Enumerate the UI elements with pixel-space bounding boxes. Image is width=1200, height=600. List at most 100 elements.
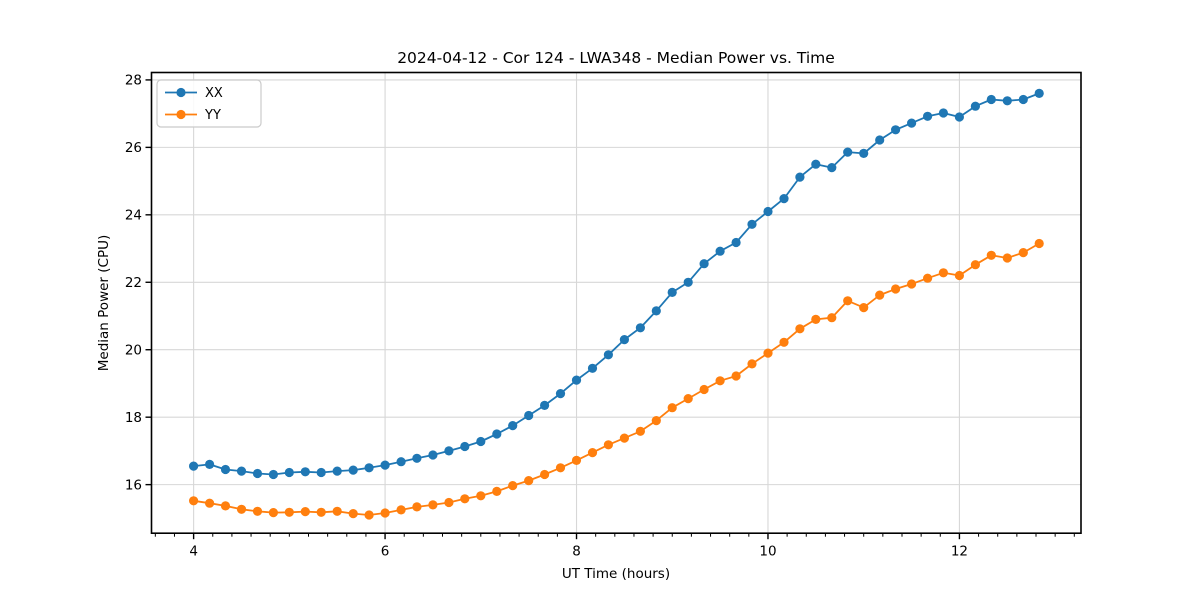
data-point-YY (667, 403, 677, 413)
data-point-YY (508, 481, 518, 491)
data-point-XX (859, 148, 869, 158)
data-point-YY (332, 506, 342, 516)
data-point-YY (651, 416, 661, 426)
data-point-XX (891, 125, 901, 135)
data-point-XX (779, 194, 789, 204)
data-point-XX (364, 463, 374, 473)
data-point-XX (986, 94, 996, 105)
data-point-YY (316, 507, 326, 517)
data-point-XX (524, 410, 534, 421)
data-point-YY (460, 494, 470, 504)
data-point-YY (747, 359, 757, 369)
data-point-XX (587, 363, 598, 373)
data-point-YY (715, 376, 725, 386)
data-point-YY (300, 507, 310, 517)
data-point-YY (763, 348, 773, 358)
data-point-YY (1002, 253, 1012, 263)
data-point-YY (587, 448, 598, 458)
data-point-XX (603, 350, 614, 360)
data-point-YY (875, 290, 885, 300)
data-point-XX (907, 118, 917, 128)
data-point-XX (300, 467, 310, 477)
x-tick-label: 10 (759, 544, 776, 560)
data-point-XX (715, 246, 725, 256)
y-tick-label: 18 (125, 410, 142, 426)
data-point-YY (891, 284, 901, 294)
data-point-XX (412, 453, 422, 463)
data-point-YY (189, 496, 199, 506)
data-point-XX (1002, 96, 1012, 106)
data-point-YY (970, 260, 981, 270)
y-tick-label: 20 (125, 342, 142, 358)
data-point-YY (396, 505, 406, 515)
data-point-YY (444, 497, 454, 508)
data-point-XX (348, 465, 358, 475)
data-point-XX (571, 375, 582, 385)
series-XX (189, 88, 1044, 480)
data-point-YY (428, 500, 438, 510)
data-point-YY (555, 463, 566, 473)
data-point-XX (970, 101, 981, 111)
legend-label-yy: YY (204, 108, 221, 123)
y-tick-label: 28 (125, 73, 142, 89)
data-point-XX (827, 163, 837, 173)
x-tick-label: 6 (381, 544, 390, 560)
data-point-XX (763, 206, 773, 217)
data-point-XX (380, 460, 390, 470)
plot-area: 4 6 8 10 12 16 18 20 22 24 26 28 (125, 71, 1082, 560)
x-axis-label: UT Time (hours) (562, 566, 670, 582)
y-tick-label: 22 (125, 275, 142, 291)
data-point-YY (540, 469, 550, 480)
data-point-YY (220, 501, 231, 511)
y-tick-label: 24 (125, 208, 142, 224)
data-point-XX (540, 400, 550, 410)
data-point-XX (189, 461, 199, 471)
axes-frame (150, 71, 1082, 535)
data-point-YY (986, 250, 996, 260)
data-point-XX (667, 287, 677, 297)
data-point-YY (827, 313, 837, 323)
data-point-XX (699, 259, 709, 269)
data-point-YY (524, 476, 534, 486)
data-point-XX (236, 466, 247, 476)
chart-title: 2024-04-12 - Cor 124 - LWA348 - Median P… (397, 49, 835, 67)
data-point-YY (731, 371, 741, 381)
data-point-XX (683, 277, 693, 287)
data-point-YY (348, 508, 358, 519)
y-axis-label: Median Power (CPU) (96, 235, 112, 371)
y-tick-label: 16 (125, 477, 142, 493)
data-point-XX (731, 237, 741, 248)
data-point-YY (571, 455, 582, 465)
data-point-XX (284, 467, 294, 478)
data-point-XX (619, 335, 630, 345)
data-point-XX (428, 450, 438, 460)
data-point-XX (811, 159, 821, 169)
data-point-XX (1018, 94, 1028, 105)
data-point-XX (747, 219, 757, 229)
x-tick-label: 8 (572, 544, 581, 560)
data-point-XX (396, 457, 406, 467)
data-point-YY (907, 279, 917, 289)
data-point-XX (460, 441, 470, 452)
data-point-XX (795, 172, 805, 182)
data-point-YY (284, 507, 294, 517)
data-point-YY (938, 268, 949, 278)
data-point-YY (492, 486, 502, 496)
data-point-YY (779, 337, 789, 347)
data-point-XX (332, 466, 342, 476)
data-point-XX (252, 468, 263, 479)
data-point-XX (220, 464, 231, 475)
tick-label-layer: 4 6 8 10 12 16 18 20 22 24 26 28 (125, 73, 968, 560)
data-point-YY (1034, 238, 1044, 249)
data-point-YY (635, 426, 646, 436)
legend-label-xx: XX (205, 86, 223, 101)
data-point-YY (923, 273, 933, 283)
data-point-YY (699, 384, 709, 395)
data-point-YY (364, 510, 374, 520)
data-point-YY (1018, 248, 1028, 258)
data-point-YY (603, 440, 614, 450)
data-point-XX (923, 111, 933, 121)
legend: XX YY (156, 79, 262, 128)
